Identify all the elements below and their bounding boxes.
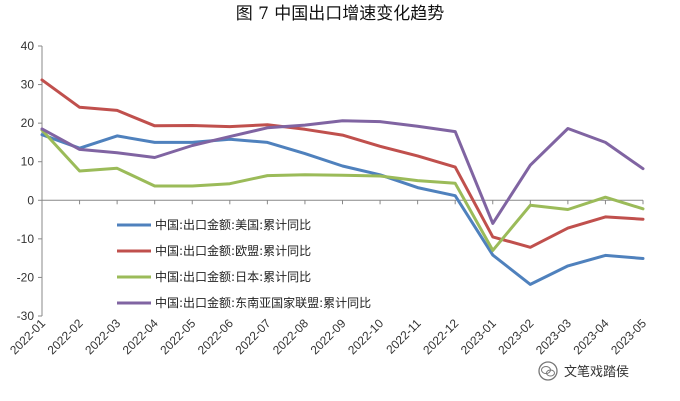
y-tick-label: 10 — [21, 155, 35, 169]
series-line-1 — [40, 133, 645, 286]
y-tick-label: 40 — [21, 39, 35, 53]
x-tick-label: 2022-02 — [45, 316, 86, 357]
legend-label: 中国:出口金额:日本:累计同比 — [155, 269, 311, 284]
legend-label: 中国:出口金额:美国:累计同比 — [155, 217, 311, 232]
x-tick-label: 2022-03 — [82, 316, 123, 357]
x-tick-label: 2022-05 — [157, 316, 198, 357]
x-tick-label: 2023-04 — [571, 316, 612, 357]
series-line-3 — [40, 128, 645, 252]
y-tick-label: -10 — [17, 232, 35, 246]
legend-label: 中国:出口金额:东南亚国家联盟:累计同比 — [155, 295, 371, 310]
y-tick-label: -30 — [17, 309, 35, 323]
y-tick-label: -20 — [17, 270, 35, 284]
x-tick-label: 2022-08 — [270, 316, 311, 357]
y-tick-label: 20 — [21, 116, 35, 130]
x-tick-label: 2023-03 — [533, 316, 574, 357]
x-tick-label: 2022-11 — [383, 316, 424, 357]
x-tick-label: 2022-06 — [195, 316, 236, 357]
legend-label: 中国:出口金额:欧盟:累计同比 — [155, 243, 311, 258]
x-tick-label: 2022-09 — [308, 316, 349, 357]
y-tick-label: 30 — [21, 78, 35, 92]
x-tick-label: 2023-02 — [495, 316, 536, 357]
series-lines — [40, 78, 645, 286]
watermark-text: 文笔戏踏侯 — [564, 364, 629, 380]
y-tick-label: 0 — [27, 193, 34, 207]
chart-title: 图 7 中国出口增速变化趋势 — [236, 4, 445, 24]
y-axis: -30 -20 -10 0 10 20 30 40 — [17, 39, 43, 323]
x-tick-label: 2022-04 — [120, 316, 161, 357]
watermark: 文笔戏踏侯 — [538, 361, 629, 381]
wechat-logo-icon — [538, 361, 558, 381]
x-tick-label: 2022-07 — [232, 316, 273, 357]
x-tick-label: 2022-12 — [420, 316, 461, 357]
x-tick-label: 2022-10 — [345, 316, 386, 357]
series-line-2 — [40, 78, 645, 249]
series-line-4 — [40, 119, 645, 225]
x-tick-label: 2023-01 — [458, 316, 499, 357]
legend: 中国:出口金额:美国:累计同比中国:出口金额:欧盟:累计同比中国:出口金额:日本… — [117, 217, 371, 310]
x-tick-label: 2023-05 — [608, 316, 649, 357]
x-axis: 2022-012022-022022-032022-042022-052022-… — [7, 199, 649, 357]
